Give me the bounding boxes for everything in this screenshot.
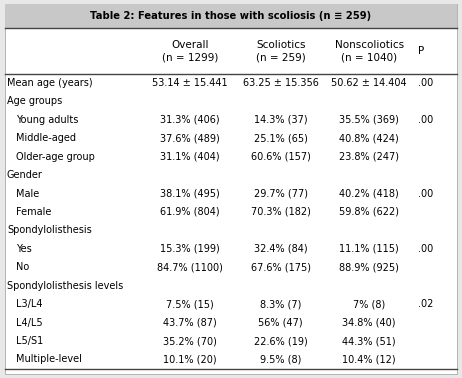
Text: 63.25 ± 15.356: 63.25 ± 15.356: [243, 78, 319, 88]
Text: 43.7% (87): 43.7% (87): [164, 318, 217, 328]
Text: Older-age group: Older-age group: [16, 152, 95, 162]
Text: Nonscoliotics
(n = 1040): Nonscoliotics (n = 1040): [334, 40, 404, 62]
Text: Mean age (years): Mean age (years): [7, 78, 92, 88]
Text: 38.1% (495): 38.1% (495): [160, 189, 220, 198]
Text: 31.1% (404): 31.1% (404): [160, 152, 220, 162]
Text: 7.5% (15): 7.5% (15): [166, 299, 214, 309]
Text: 37.6% (489): 37.6% (489): [160, 133, 220, 143]
Text: .00: .00: [418, 115, 433, 125]
Text: 11.1% (115): 11.1% (115): [339, 244, 399, 254]
Text: .00: .00: [418, 78, 433, 88]
Text: 67.6% (175): 67.6% (175): [251, 262, 311, 272]
Text: 31.3% (406): 31.3% (406): [160, 115, 220, 125]
Text: 10.1% (20): 10.1% (20): [164, 355, 217, 364]
Text: Age groups: Age groups: [7, 96, 62, 106]
Text: No: No: [16, 262, 29, 272]
Text: .00: .00: [418, 244, 433, 254]
Text: 7% (8): 7% (8): [353, 299, 385, 309]
Text: 35.5% (369): 35.5% (369): [339, 115, 399, 125]
Text: 29.7% (77): 29.7% (77): [254, 189, 308, 198]
Text: 40.8% (424): 40.8% (424): [339, 133, 399, 143]
Text: Middle-aged: Middle-aged: [16, 133, 76, 143]
Text: 50.62 ± 14.404: 50.62 ± 14.404: [331, 78, 407, 88]
Text: Overall
(n = 1299): Overall (n = 1299): [162, 40, 219, 62]
Text: 70.3% (182): 70.3% (182): [251, 207, 311, 217]
Text: 23.8% (247): 23.8% (247): [339, 152, 399, 162]
Text: Young adults: Young adults: [16, 115, 79, 125]
Text: L4/L5: L4/L5: [16, 318, 43, 328]
Text: 25.1% (65): 25.1% (65): [254, 133, 308, 143]
Text: 88.9% (925): 88.9% (925): [339, 262, 399, 272]
Text: 84.7% (1100): 84.7% (1100): [158, 262, 223, 272]
Text: 9.5% (8): 9.5% (8): [260, 355, 302, 364]
Text: 32.4% (84): 32.4% (84): [254, 244, 308, 254]
Text: 10.4% (12): 10.4% (12): [342, 355, 396, 364]
Text: P: P: [418, 46, 424, 56]
Text: 44.3% (51): 44.3% (51): [342, 336, 396, 346]
Text: 35.2% (70): 35.2% (70): [163, 336, 217, 346]
Text: L5/S1: L5/S1: [16, 336, 43, 346]
Text: 8.3% (7): 8.3% (7): [260, 299, 302, 309]
Text: 22.6% (19): 22.6% (19): [254, 336, 308, 346]
Text: Scoliotics
(n = 259): Scoliotics (n = 259): [256, 40, 306, 62]
Text: .02: .02: [418, 299, 433, 309]
Text: Spondylolisthesis levels: Spondylolisthesis levels: [7, 281, 123, 291]
Text: Male: Male: [16, 189, 39, 198]
Text: Female: Female: [16, 207, 51, 217]
Text: 40.2% (418): 40.2% (418): [339, 189, 399, 198]
Text: 60.6% (157): 60.6% (157): [251, 152, 311, 162]
Text: 14.3% (37): 14.3% (37): [254, 115, 308, 125]
Text: 59.8% (622): 59.8% (622): [339, 207, 399, 217]
Text: Spondylolisthesis: Spondylolisthesis: [7, 225, 91, 235]
Text: Gender: Gender: [7, 170, 43, 180]
Text: .00: .00: [418, 189, 433, 198]
Text: 34.8% (40): 34.8% (40): [342, 318, 396, 328]
Text: 53.14 ± 15.441: 53.14 ± 15.441: [152, 78, 228, 88]
Text: 15.3% (199): 15.3% (199): [160, 244, 220, 254]
Text: 56% (47): 56% (47): [259, 318, 303, 328]
Text: 61.9% (804): 61.9% (804): [160, 207, 220, 217]
Text: Multiple-level: Multiple-level: [16, 355, 82, 364]
Text: Yes: Yes: [16, 244, 32, 254]
Text: Table 2: Features in those with scoliosis (n ≡ 259): Table 2: Features in those with scoliosi…: [91, 11, 371, 21]
Text: L3/L4: L3/L4: [16, 299, 43, 309]
